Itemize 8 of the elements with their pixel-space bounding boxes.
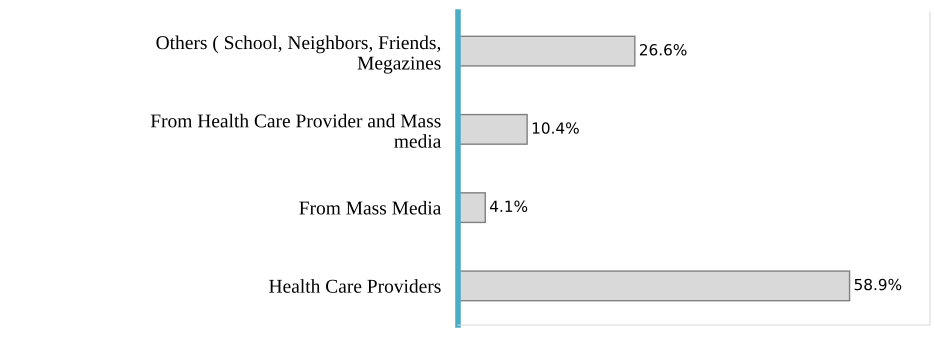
y-tick-label: From Health Care Provider and Mass media [150, 114, 442, 148]
y-tick-label: Health Care Providers [269, 279, 441, 293]
data-label: 4.1% [490, 200, 528, 212]
data-label: 26.6% [640, 44, 687, 56]
y-tick-label: From Mass Media [299, 200, 442, 215]
data-label: 10.4% [532, 122, 579, 134]
data-label: 58.9% [854, 278, 902, 290]
y-tick-label: Others ( School, Neighbors, Friends, Megazines [156, 36, 441, 74]
